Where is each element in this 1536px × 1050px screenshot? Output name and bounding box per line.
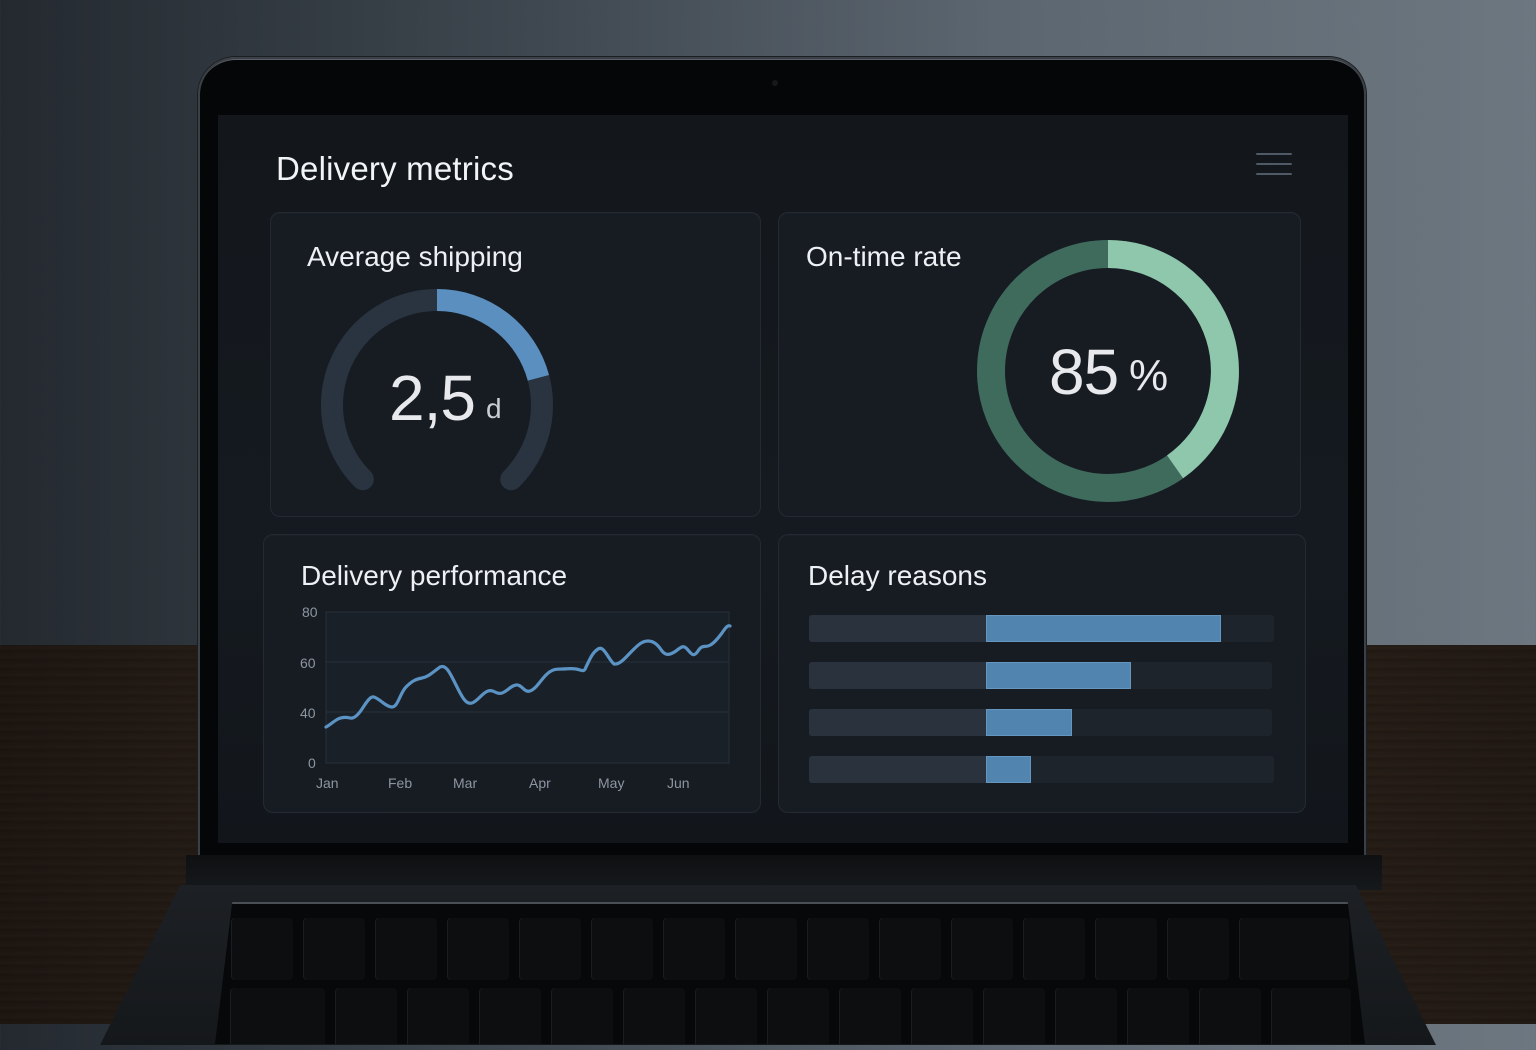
y-tick-label: 60 [300,655,316,671]
bar-label-area [809,709,986,736]
delivery-performance-card: Delivery performance 80 60 40 0 Jan Feb … [263,534,761,813]
key [478,988,541,1044]
card-title: Average shipping [307,241,523,272]
key [663,918,725,980]
key [231,918,293,980]
on-time-rate-card: On-time rate 85 % [778,212,1301,517]
x-tick-label: Feb [388,775,413,791]
delay-bar-fill [986,756,1031,783]
performance-line-chart [324,611,732,764]
hamburger-menu-icon [1256,153,1292,155]
laptop-hinge [186,855,1382,890]
keyboard-row-qwerty [215,988,1365,1044]
bar-label-area [809,756,986,783]
average-shipping-card: Average shipping 2,5 d [270,212,761,517]
key [1167,918,1229,980]
key [694,988,757,1044]
key [1239,918,1349,980]
hamburger-menu-button[interactable] [1256,151,1294,179]
hamburger-menu-icon [1256,173,1292,175]
keyboard [215,902,1365,1044]
card-title: Delay reasons [808,560,987,591]
key [807,918,869,980]
page-title: Delivery metrics [276,150,514,187]
hamburger-menu-icon [1256,163,1292,165]
delay-bar-row [809,615,1274,642]
key [229,988,325,1044]
donut-fill [1107,240,1239,479]
key [766,988,829,1044]
plot-area [325,611,730,764]
y-tick-label: 40 [300,705,316,721]
bar-label-area [809,615,986,642]
card-title: On-time rate [806,241,962,272]
key [1198,988,1261,1044]
key [1054,988,1117,1044]
x-tick-label: Apr [529,775,551,791]
key [1095,918,1157,980]
key [519,918,581,980]
key [1023,918,1085,980]
key [951,918,1013,980]
key [406,988,469,1044]
bar-label-area [809,662,986,689]
webcam [772,80,778,86]
key [591,918,653,980]
key [982,988,1045,1044]
key [910,988,973,1044]
shipping-gauge [321,289,553,491]
card-title: Delivery performance [301,560,568,591]
y-tick-label: 0 [308,755,316,771]
x-tick-label: Mar [453,775,478,791]
y-tick-label: 80 [302,604,318,620]
key [1126,988,1189,1044]
delay-bar-fill [986,662,1131,689]
donut-unit: % [1129,351,1169,400]
keyboard-row-numbers [215,918,1365,980]
x-tick-label: Jun [667,775,690,791]
delay-bar-row [809,756,1274,783]
key [334,988,397,1044]
key [375,918,437,980]
delay-bar-row [809,662,1272,689]
key [447,918,509,980]
key [879,918,941,980]
delay-bar-fill [986,615,1221,642]
key [622,988,685,1044]
dashboard-screen: Delivery metrics Average shipping 2,5 d … [218,115,1348,843]
key [303,918,365,980]
on-time-donut [977,240,1239,502]
performance-line [324,624,732,729]
delay-bar-fill [986,709,1072,736]
gauge-value: 2,5 [389,362,476,434]
key [550,988,613,1044]
x-tick-label: May [598,775,625,791]
gauge-unit: d [486,393,502,424]
delay-bar-row [809,709,1272,736]
gauge-fill [436,289,550,381]
donut-value: 85 [1049,336,1119,408]
key [1270,988,1351,1044]
delay-reasons-card: Delay reasons [778,534,1306,813]
key [838,988,901,1044]
key [735,918,797,980]
x-tick-label: Jan [316,775,339,791]
